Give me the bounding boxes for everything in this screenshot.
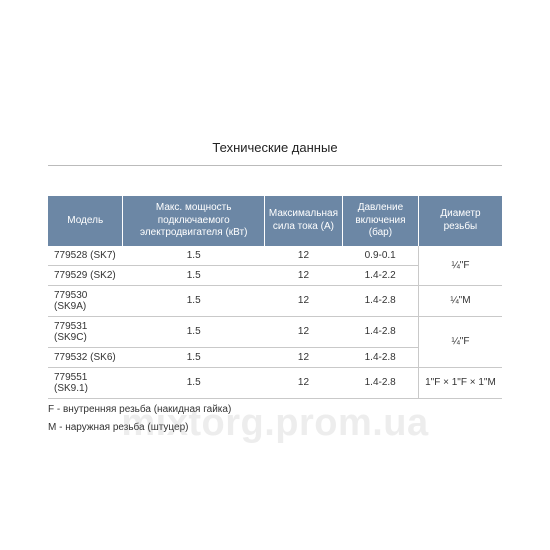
cell-thread: 1"F × 1"F × 1"M xyxy=(418,367,502,398)
col-current: Максимальная сила тока (А) xyxy=(264,196,342,246)
table-row: 779551 (SK9.1)1.5121.4-2.81"F × 1"F × 1"… xyxy=(48,367,502,398)
content-area: Технические данные Модель Макс. мощность… xyxy=(0,140,550,435)
spec-table: Модель Макс. мощность подключаемого элек… xyxy=(48,196,502,399)
cell-model: 779530 (SK9A) xyxy=(48,285,123,316)
cell-pressure: 1.4-2.2 xyxy=(342,265,418,285)
cell-thread: ¼"F xyxy=(418,316,502,367)
footnote-f: F - внутренняя резьба (накидная гайка) xyxy=(48,403,502,417)
table-row: 779528 (SK7)1.5120.9-0.1¼"F xyxy=(48,246,502,266)
cell-pressure: 1.4-2.8 xyxy=(342,347,418,367)
table-row: 779530 (SK9A)1.5121.4-2.8¼"M xyxy=(48,285,502,316)
footnote-m: M - наружная резьба (штуцер) xyxy=(48,421,502,435)
col-model: Модель xyxy=(48,196,123,246)
cell-current: 12 xyxy=(264,347,342,367)
cell-power: 1.5 xyxy=(123,265,264,285)
cell-current: 12 xyxy=(264,246,342,266)
table-row: 779531 (SK9C)1.5121.4-2.8¼"F xyxy=(48,316,502,347)
cell-thread: ¼"M xyxy=(418,285,502,316)
cell-pressure: 0.9-0.1 xyxy=(342,246,418,266)
cell-power: 1.5 xyxy=(123,246,264,266)
cell-power: 1.5 xyxy=(123,347,264,367)
cell-current: 12 xyxy=(264,265,342,285)
page-title: Технические данные xyxy=(48,140,502,155)
cell-model: 779551 (SK9.1) xyxy=(48,367,123,398)
cell-power: 1.5 xyxy=(123,285,264,316)
cell-power: 1.5 xyxy=(123,367,264,398)
cell-pressure: 1.4-2.8 xyxy=(342,367,418,398)
table-header-row: Модель Макс. мощность подключаемого элек… xyxy=(48,196,502,246)
table-body: 779528 (SK7)1.5120.9-0.1¼"F779529 (SK2)1… xyxy=(48,246,502,399)
cell-model: 779528 (SK7) xyxy=(48,246,123,266)
cell-model: 779529 (SK2) xyxy=(48,265,123,285)
cell-current: 12 xyxy=(264,285,342,316)
cell-current: 12 xyxy=(264,316,342,347)
cell-thread: ¼"F xyxy=(418,246,502,286)
cell-model: 779532 (SK6) xyxy=(48,347,123,367)
cell-current: 12 xyxy=(264,367,342,398)
cell-pressure: 1.4-2.8 xyxy=(342,316,418,347)
cell-model: 779531 (SK9C) xyxy=(48,316,123,347)
col-pressure: Давление включения (бар) xyxy=(342,196,418,246)
cell-pressure: 1.4-2.8 xyxy=(342,285,418,316)
col-thread: Диаметр резьбы xyxy=(418,196,502,246)
cell-power: 1.5 xyxy=(123,316,264,347)
title-divider xyxy=(48,165,502,166)
col-power: Макс. мощность подключаемого электродвиг… xyxy=(123,196,264,246)
